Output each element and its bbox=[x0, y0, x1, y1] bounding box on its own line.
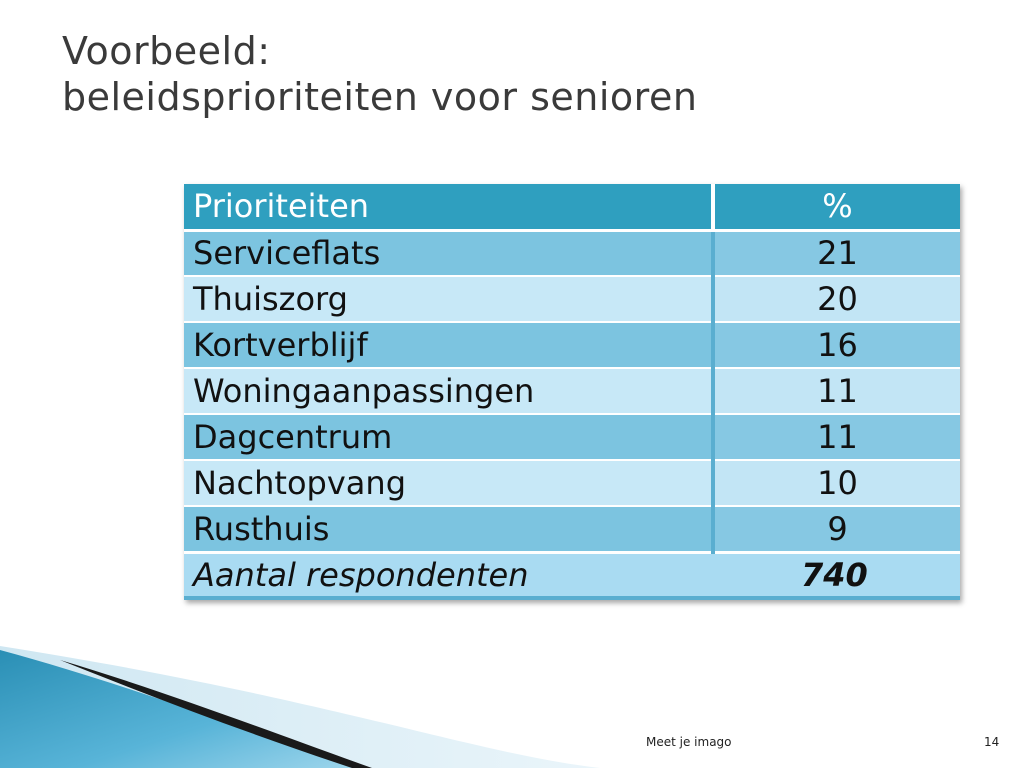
row-label: Kortverblijf bbox=[184, 322, 715, 369]
row-value: 9 bbox=[713, 506, 960, 553]
decorative-swoosh bbox=[0, 646, 600, 768]
row-label: Serviceflats bbox=[184, 230, 715, 277]
table-row: Kortverblijf 16 bbox=[184, 322, 960, 369]
table-row: Thuiszorg 20 bbox=[184, 276, 960, 323]
row-value: 21 bbox=[713, 230, 960, 277]
row-value: 16 bbox=[713, 322, 960, 369]
footer-label: Meet je imago bbox=[646, 735, 732, 749]
row-value: 10 bbox=[713, 460, 960, 507]
row-label: Dagcentrum bbox=[184, 414, 715, 461]
slide-title-line-2: beleidsprioriteiten voor senioren bbox=[62, 75, 698, 119]
row-value: 11 bbox=[713, 414, 960, 461]
table-row: Dagcentrum 11 bbox=[184, 414, 960, 461]
row-label: Rusthuis bbox=[184, 506, 715, 553]
table-row: Nachtopvang 10 bbox=[184, 460, 960, 507]
row-label: Nachtopvang bbox=[184, 460, 715, 507]
table-row: Serviceflats 21 bbox=[184, 230, 960, 277]
row-value: 11 bbox=[713, 368, 960, 415]
table-row: Rusthuis 9 bbox=[184, 506, 960, 553]
row-label: Thuiszorg bbox=[184, 276, 715, 323]
slide-title-line-1: Voorbeeld: bbox=[62, 29, 271, 73]
table-row: Woningaanpassingen 11 bbox=[184, 368, 960, 415]
header-priorities: Prioriteiten bbox=[184, 184, 715, 232]
total-value: 740 bbox=[713, 550, 960, 600]
slide-title: Voorbeeld: beleidsprioriteiten voor seni… bbox=[62, 28, 697, 120]
header-percent: % bbox=[713, 184, 960, 232]
table-header-row: Prioriteiten % bbox=[184, 184, 960, 232]
row-label: Woningaanpassingen bbox=[184, 368, 715, 415]
total-label: Aantal respondenten bbox=[184, 550, 713, 600]
table-total-row: Aantal respondenten 740 bbox=[184, 550, 960, 600]
page-number: 14 bbox=[984, 735, 1000, 749]
row-value: 20 bbox=[713, 276, 960, 323]
priorities-table: Prioriteiten % Serviceflats 21 Thuiszorg… bbox=[184, 184, 960, 600]
